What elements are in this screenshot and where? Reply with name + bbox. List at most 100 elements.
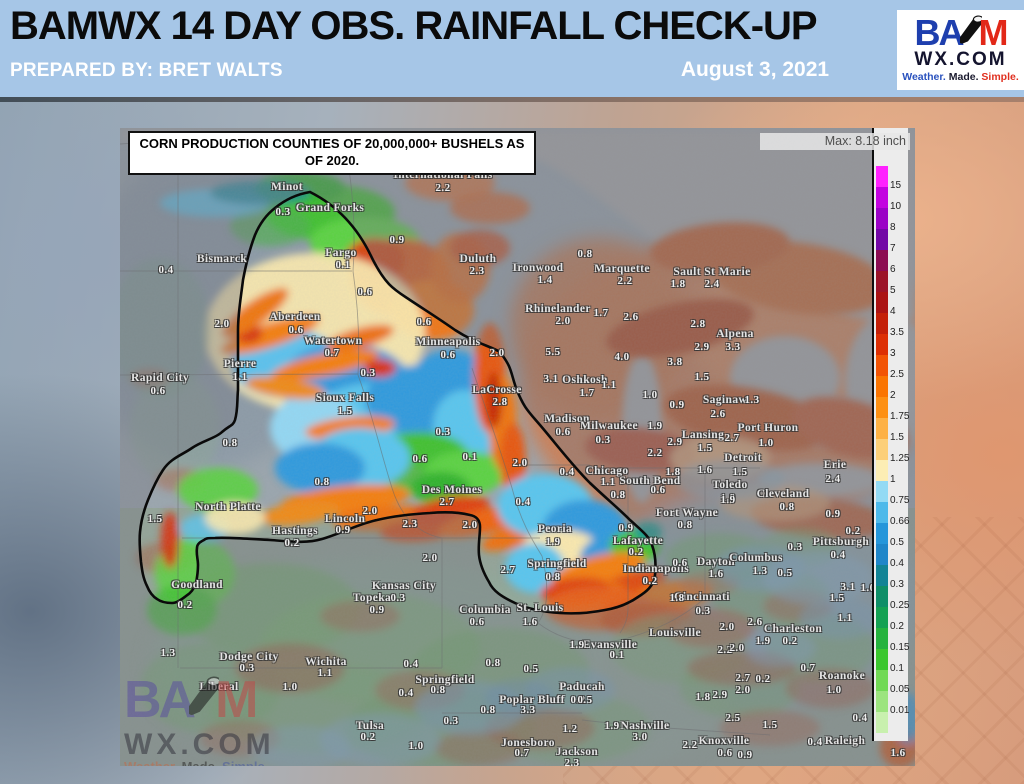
city-label: Milwaukee — [580, 420, 638, 432]
city-value: 0.2 — [570, 694, 586, 706]
header: BAMWX 14 DAY OBS. RAINFALL CHECK-UP PREP… — [0, 0, 1024, 97]
city-value: 0.1 — [335, 259, 351, 271]
corn-region-outline — [138, 190, 657, 615]
city-label: Oshkosh — [562, 374, 608, 386]
city-value: 0.8 — [545, 571, 561, 583]
rainfall-value: 0.6 — [357, 286, 373, 298]
colorbar-tick-label: 0.4 — [890, 558, 904, 569]
rainfall-value: 1.9 — [604, 720, 620, 732]
city-value: 0.3 — [595, 434, 611, 446]
city-value: 2.4 — [825, 473, 841, 485]
city-value: 1.1 — [232, 371, 248, 383]
rainfall-value: 2.0 — [489, 347, 505, 359]
city-value: 1.6 — [708, 568, 724, 580]
colorbar-tick-label: 3 — [890, 348, 896, 359]
rainfall-value: 3.8 — [667, 356, 683, 368]
city-value: 0.3 — [239, 662, 255, 674]
city-label: Charleston — [763, 623, 823, 635]
watermark-ba-text: BA — [124, 671, 196, 729]
rainfall-value: 0.2 — [845, 525, 861, 537]
rainfall-value: 0.9 — [389, 234, 405, 246]
city-value: 0.6 — [150, 385, 166, 397]
rainfall-value: 1.0 — [282, 681, 298, 693]
rainfall-value: 2.2 — [682, 739, 698, 751]
rainfall-value: 1.8 — [665, 466, 681, 478]
rainfall-value: 0.1 — [462, 451, 478, 463]
rainfall-value: 2.6 — [623, 311, 639, 323]
colorbar-segment — [876, 418, 888, 439]
city-value: 0.8 — [430, 684, 446, 696]
colorbar-tick-label: 4 — [890, 306, 896, 317]
city-value: 1.0 — [826, 684, 842, 696]
colorbar-segment — [876, 313, 888, 334]
colorbar-max-label: Max: 8.18 inch — [760, 133, 910, 150]
city-value: 0.2 — [642, 575, 658, 587]
colorbar-segment — [876, 292, 888, 313]
colorbar-segment — [876, 544, 888, 565]
city-label: Pierre — [223, 358, 257, 370]
rainfall-value: 2.5 — [725, 712, 741, 724]
city-label: Knoxville — [698, 735, 750, 747]
rainfall-value: 0.7 — [800, 662, 816, 674]
logo-tagline: Weather. Made. Simple. — [897, 71, 1024, 83]
colorbar-segment — [876, 523, 888, 544]
rainfall-value: 2.0 — [214, 318, 230, 330]
watermark-m-text: M — [215, 671, 258, 729]
city-label: Fargo — [325, 247, 357, 259]
city-value: 1.1 — [600, 476, 616, 488]
colorbar-segment — [876, 607, 888, 628]
colorbar-segment — [876, 187, 888, 208]
colorbar-tick-label: 0.05 — [890, 684, 910, 695]
city-label: Jackson — [555, 746, 599, 758]
rainfall-value: 2.0 — [729, 642, 745, 654]
rainfall-value: 1.5 — [829, 592, 845, 604]
rainfall-value: 0.5 — [577, 694, 593, 706]
city-label: Tulsa — [355, 720, 385, 732]
rainfall-value: 1.3 — [160, 647, 176, 659]
rainfall-value: 0.4 — [403, 658, 419, 670]
city-label: Minot — [270, 181, 304, 193]
rainfall-value: 2.7 — [724, 432, 740, 444]
city-label: Poplar Bluff — [499, 694, 565, 706]
date-label: August 3, 2021 — [680, 58, 830, 81]
city-value: 0.6 — [717, 747, 733, 759]
city-value: 1.9 — [720, 492, 736, 504]
city-label: Lafayette — [612, 535, 664, 547]
rainfall-value: 2.7 — [500, 564, 516, 576]
rainfall-value: 0.3 — [787, 541, 803, 553]
rainfall-value: 0.6 — [416, 316, 432, 328]
city-value: 2.8 — [492, 396, 508, 408]
city-label: Ironwood — [512, 262, 564, 274]
rainfall-value: 0.6 — [412, 453, 428, 465]
city-label: Alpena — [716, 328, 754, 340]
city-value: 0.6 — [288, 324, 304, 336]
city-value: 2.2 — [435, 182, 451, 194]
colorbar-tick-label: 0.75 — [890, 495, 910, 506]
rainfall-value: 1.8 — [695, 691, 711, 703]
colorbar-tick-label: 1.25 — [890, 453, 910, 464]
colorbar-segment — [876, 166, 888, 187]
city-label: Lansing — [681, 429, 725, 441]
colorbar-tick-label: 15 — [890, 180, 902, 191]
logo-m-text: M — [978, 12, 1009, 53]
city-value: 1.1 — [317, 667, 333, 679]
rainfall-value: 0.3 — [360, 367, 376, 379]
colorbar-tick-label: 0.3 — [890, 579, 904, 590]
rainfall-value: 2.4 — [704, 278, 720, 290]
city-value: 1.5 — [697, 442, 713, 454]
city-value: 0.4 — [830, 549, 846, 561]
city-label: Springfield — [527, 558, 587, 570]
city-label: Evansville — [582, 639, 638, 651]
logo-tagline-weather: Weather. — [902, 71, 946, 83]
city-value: 3.0 — [632, 731, 648, 743]
city-label: Des Moines — [421, 484, 483, 496]
rainfall-value: 0.5 — [777, 567, 793, 579]
colorbar-segment — [876, 334, 888, 355]
rainfall-value: 1.0 — [408, 740, 424, 752]
state-borders — [120, 136, 771, 736]
city-value: 2.3 — [469, 265, 485, 277]
city-label: Rhinelander — [525, 303, 591, 315]
city-label: St. Louis — [516, 602, 564, 614]
logo-row: BA M — [897, 12, 1024, 54]
